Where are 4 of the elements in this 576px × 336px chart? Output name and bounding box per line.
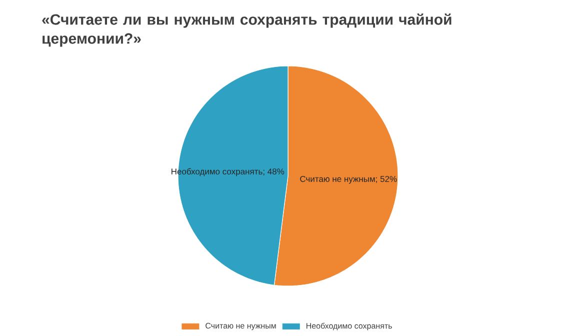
legend-label: Считаю не нужным bbox=[206, 322, 276, 330]
chart-title: «Считаете ли вы нужным сохранять традиции чайной церемонии?» bbox=[42, 14, 452, 47]
data-label: Считаю не нужным; 52% bbox=[300, 176, 397, 184]
legend-label: Необходимо сохранять bbox=[306, 322, 392, 330]
